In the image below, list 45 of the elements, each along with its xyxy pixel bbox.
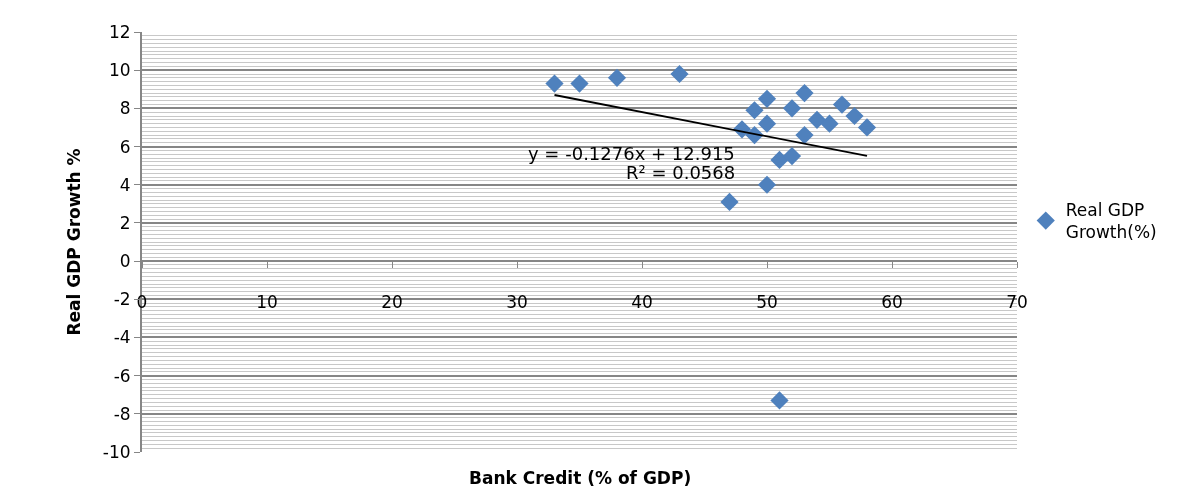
annotation: y = -0.1276x + 12.915	[528, 143, 735, 164]
point	[857, 118, 877, 137]
x-tick-label: 40	[631, 292, 653, 313]
point	[795, 125, 814, 145]
y-tick-label: 0	[119, 251, 131, 272]
x-axis-title: Bank Credit (% of GDP)	[469, 468, 692, 488]
y-tick-label: -10	[102, 441, 131, 462]
point	[670, 64, 689, 84]
point	[757, 89, 777, 108]
x-tick-label: 50	[756, 292, 778, 313]
y-tick-label: -4	[113, 327, 131, 348]
x-tick-label: 70	[1006, 292, 1028, 313]
point	[745, 101, 764, 120]
point	[807, 110, 827, 129]
point	[770, 391, 789, 410]
legend-label: Real GDP Growth(%)	[1065, 200, 1157, 243]
y-tick-label: 2	[119, 212, 131, 233]
x-tick-label: 60	[881, 292, 903, 313]
y-tick-label: 12	[108, 21, 131, 42]
y-axis-title: Real GDP Growth %	[63, 148, 84, 336]
point	[770, 150, 789, 170]
y-tick-label: 4	[119, 174, 131, 195]
point	[845, 106, 864, 126]
point	[782, 146, 802, 166]
x-tick-label: 0	[136, 292, 148, 313]
point	[795, 83, 814, 103]
point	[820, 114, 839, 133]
point	[545, 74, 564, 93]
y-tick-label: -8	[113, 403, 131, 424]
x-tick-label: 10	[256, 292, 278, 313]
point	[757, 114, 777, 133]
point	[757, 175, 777, 194]
point	[782, 99, 802, 118]
y-tick-label: -6	[113, 365, 131, 386]
point	[570, 74, 589, 93]
point	[720, 192, 739, 212]
y-tick-label: 10	[108, 60, 131, 81]
annotation: R² = 0.0568	[626, 162, 736, 183]
x-tick-label: 20	[381, 292, 403, 313]
y-tick-label: 8	[119, 98, 131, 119]
point	[832, 95, 852, 114]
point	[607, 68, 627, 87]
y-tick-label: 6	[119, 136, 131, 157]
x-tick-label: 30	[506, 292, 528, 313]
y-tick-label: -2	[113, 289, 131, 310]
